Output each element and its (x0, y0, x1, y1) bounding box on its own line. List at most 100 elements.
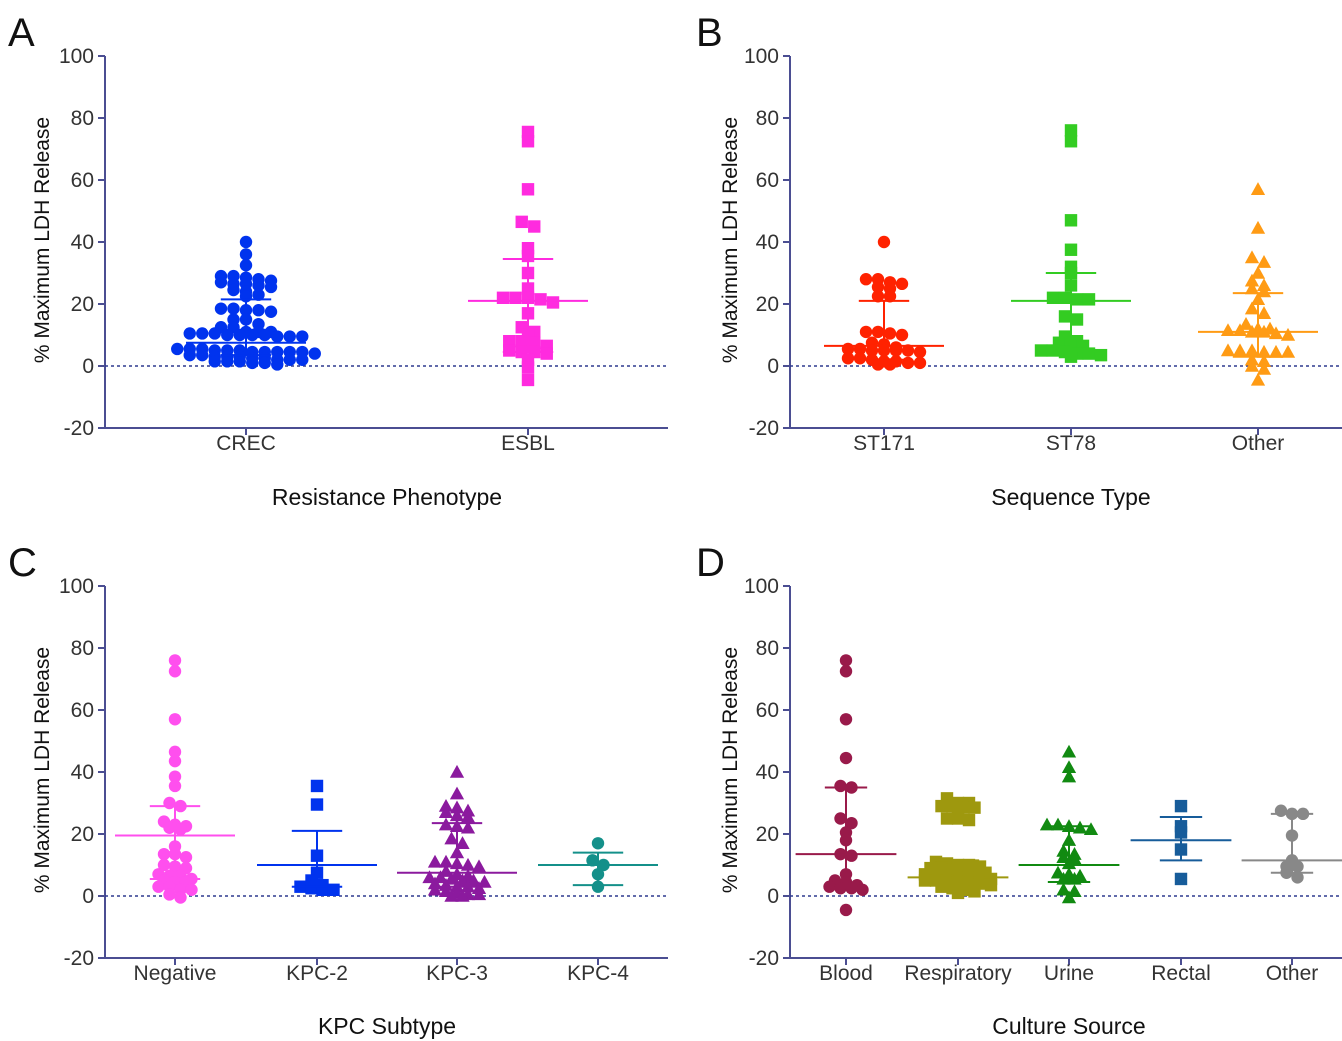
panel-b: B % Maximum LDH Release Sequence Type -2… (696, 11, 1342, 510)
data-point (521, 183, 535, 196)
data-point (1244, 273, 1260, 287)
data-point (239, 248, 253, 261)
data-point (460, 857, 476, 871)
data-point (239, 235, 253, 249)
data-point (962, 813, 976, 827)
data-point (496, 291, 510, 304)
data-point (310, 798, 324, 811)
data-point (1220, 323, 1236, 337)
data-point (221, 355, 234, 368)
data-point (271, 358, 284, 371)
data-point (1256, 306, 1272, 320)
data-point (310, 779, 324, 793)
category-label: Urine (1044, 962, 1094, 985)
panel-d-letter: D (696, 541, 725, 585)
category-label: Negative (134, 962, 217, 985)
panel-a-letter: A (8, 11, 35, 55)
y-tick-label: 80 (756, 107, 779, 130)
y-tick-label: 60 (71, 699, 94, 722)
data-point (1070, 313, 1084, 326)
data-point (895, 277, 909, 291)
category-label: KPC-4 (567, 962, 629, 985)
data-point (264, 280, 278, 294)
data-point (455, 873, 470, 887)
data-point (460, 809, 476, 823)
category-label: ST171 (853, 432, 915, 455)
data-point (471, 859, 487, 873)
data-point (1064, 214, 1078, 227)
data-point (1244, 358, 1260, 372)
data-point (1250, 220, 1266, 234)
category-label: KPC-3 (426, 962, 488, 985)
data-point (871, 280, 885, 294)
data-point (1064, 243, 1078, 256)
panel-b-x-axis-title: Sequence Type (991, 484, 1150, 510)
data-point (1232, 343, 1248, 357)
panel-d-x-axis-title: Culture Source (992, 1013, 1145, 1039)
data-point (913, 356, 927, 370)
data-point (521, 361, 535, 374)
data-point (1220, 343, 1236, 357)
data-point (540, 347, 553, 360)
data-point (283, 330, 296, 343)
data-point (168, 779, 182, 793)
data-point (883, 327, 897, 340)
data-point (1274, 804, 1288, 817)
data-point (1064, 124, 1078, 137)
data-point (901, 356, 915, 370)
y-tick-label: 40 (71, 231, 94, 254)
data-point (1056, 882, 1071, 896)
data-point (1244, 343, 1260, 357)
data-point (258, 328, 271, 342)
data-point (214, 276, 228, 289)
data-point (1291, 871, 1304, 884)
data-point (196, 327, 209, 340)
data-point (1058, 310, 1072, 323)
data-point (865, 344, 879, 357)
data-point (1061, 890, 1077, 904)
data-point (823, 880, 836, 893)
data-point (871, 358, 885, 371)
data-point (521, 135, 535, 148)
data-point (1061, 760, 1077, 774)
data-point (258, 356, 271, 370)
data-point (174, 891, 187, 904)
data-point (208, 327, 221, 340)
data-point (455, 836, 470, 850)
data-point (1280, 327, 1296, 341)
data-point (221, 328, 234, 342)
data-point (308, 347, 321, 360)
data-point (968, 801, 981, 814)
data-point (433, 870, 448, 884)
data-point (528, 220, 541, 233)
data-point (179, 851, 193, 864)
y-tick-label: 0 (767, 885, 779, 908)
data-point (859, 325, 873, 339)
data-point (208, 355, 221, 368)
y-tick-label: 80 (756, 637, 779, 660)
data-point (871, 325, 885, 339)
data-point (889, 344, 903, 357)
data-point (1061, 744, 1077, 758)
data-point (233, 328, 246, 342)
data-point (839, 903, 853, 917)
data-point (839, 654, 853, 667)
data-point (438, 854, 454, 868)
y-tick-label: 100 (744, 45, 779, 68)
data-point (316, 883, 329, 896)
y-tick-label: 60 (71, 169, 94, 192)
data-point (1046, 291, 1060, 304)
data-point (1082, 347, 1096, 360)
data-point (1070, 293, 1084, 306)
data-point (1291, 860, 1304, 873)
data-point (895, 328, 909, 342)
data-point (1094, 348, 1108, 362)
y-tick-label: 0 (82, 885, 94, 908)
data-point (856, 883, 869, 896)
data-point (1250, 182, 1266, 196)
y-tick-label: 100 (59, 45, 94, 68)
panel-c: C % Maximum LDH Release KPC Subtype -20 0… (8, 541, 668, 1039)
y-tick-label: 20 (71, 823, 94, 846)
y-tick-label: 80 (71, 107, 94, 130)
data-point (252, 304, 265, 317)
